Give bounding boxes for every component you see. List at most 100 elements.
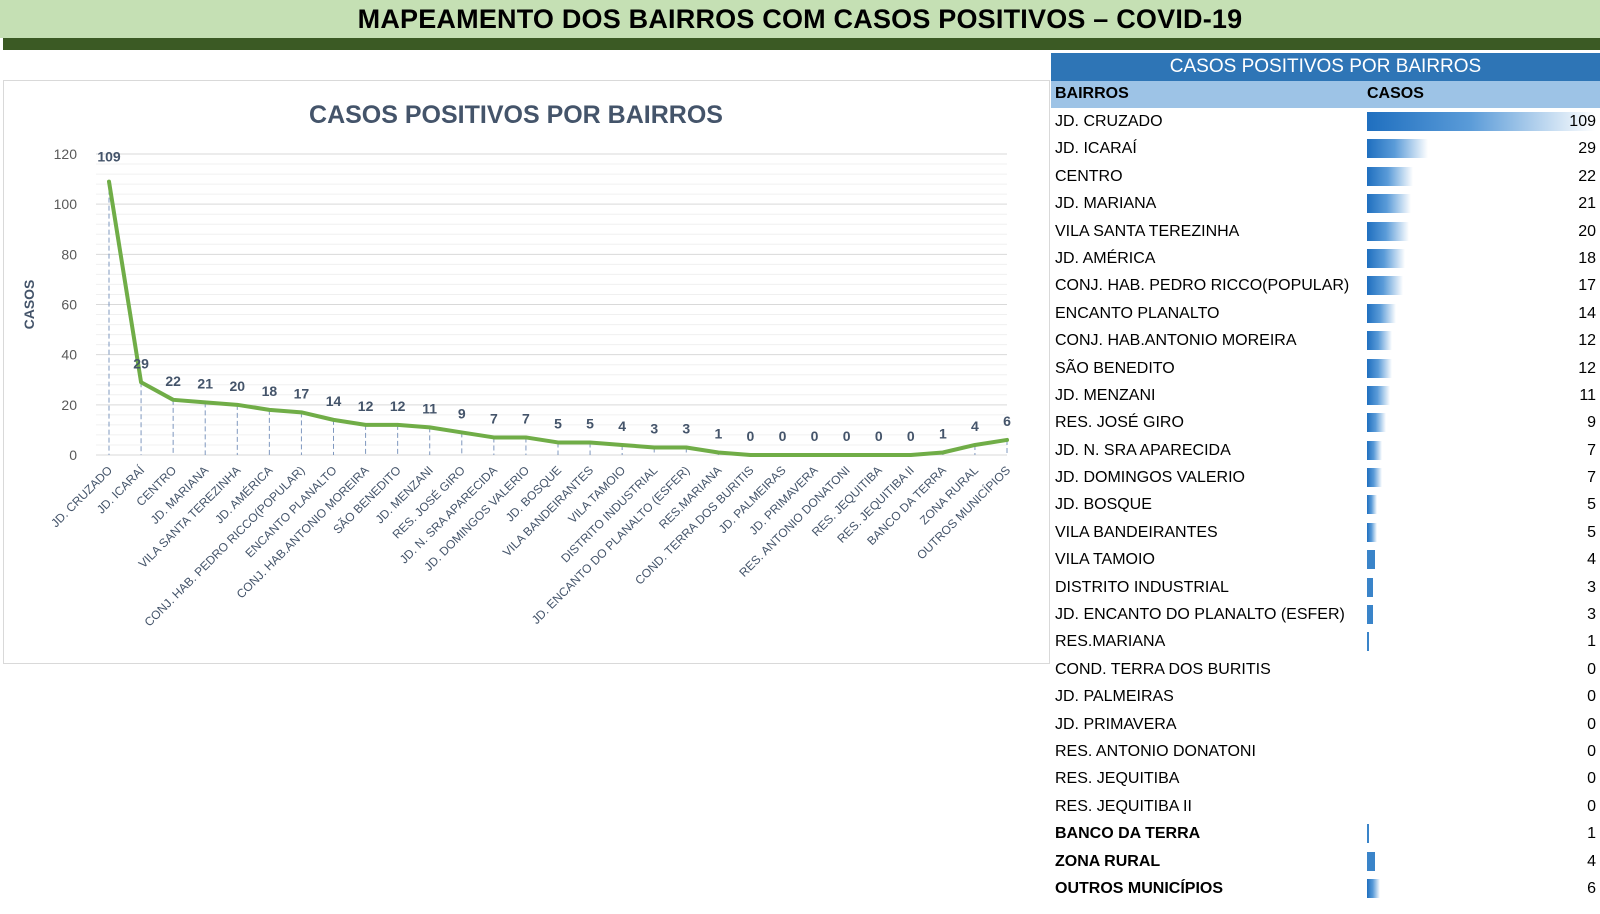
row-casos-value: 18 bbox=[1578, 249, 1596, 267]
row-bairro-name: JD. ENCANTO DO PLANALTO (ESFER) bbox=[1055, 606, 1345, 624]
row-data-bar bbox=[1367, 413, 1386, 433]
table-row: JD. AMÉRICA 18 bbox=[1051, 245, 1600, 272]
data-label: 6 bbox=[1003, 413, 1011, 429]
data-point bbox=[716, 450, 720, 454]
row-data-bar bbox=[1367, 468, 1382, 488]
table-row: VILA SANTA TEREZINHA 20 bbox=[1051, 218, 1600, 245]
row-bairro-name: RES. JEQUITIBA bbox=[1055, 770, 1180, 788]
table-row: SÃO BENEDITO 12 bbox=[1051, 355, 1600, 382]
data-label: 4 bbox=[971, 418, 979, 434]
data-point bbox=[299, 410, 303, 414]
row-casos-value: 0 bbox=[1587, 770, 1596, 788]
table-row: JD. ICARAÍ 29 bbox=[1051, 135, 1600, 162]
data-point bbox=[973, 443, 977, 447]
table-row: ENCANTO PLANALTO 14 bbox=[1051, 300, 1600, 327]
row-bairro-name: JD. N. SRA APARECIDA bbox=[1055, 441, 1231, 459]
data-label: 3 bbox=[682, 420, 690, 436]
chart-svg: CASOS POSITIVOS POR BAIRROS0204060801001… bbox=[21, 101, 1013, 629]
data-label: 1 bbox=[939, 425, 947, 441]
table-row: ZONA RURAL 4 bbox=[1051, 848, 1600, 875]
data-label: 21 bbox=[197, 375, 213, 391]
data-point bbox=[684, 445, 688, 449]
row-casos-value: 0 bbox=[1587, 797, 1596, 815]
row-bairro-name: VILA BANDEIRANTES bbox=[1055, 523, 1218, 541]
data-label: 0 bbox=[843, 428, 851, 444]
row-casos-value: 5 bbox=[1587, 523, 1596, 541]
cases-table: CASOS POSITIVOS POR BAIRROS BAIRROS CASO… bbox=[1051, 53, 1600, 902]
table-row: VILA BANDEIRANTES 5 bbox=[1051, 519, 1600, 546]
table-row: JD. MARIANA 21 bbox=[1051, 190, 1600, 217]
y-tick-label: 20 bbox=[61, 397, 77, 413]
data-label: 0 bbox=[747, 428, 755, 444]
row-casos-value: 7 bbox=[1587, 469, 1596, 487]
data-point bbox=[845, 453, 849, 457]
data-point bbox=[1005, 438, 1009, 442]
row-bairro-name: RES. JEQUITIBA II bbox=[1055, 797, 1192, 815]
data-label: 11 bbox=[422, 400, 437, 416]
header: MAPEAMENTO DOS BAIRROS COM CASOS POSITIV… bbox=[0, 0, 1600, 38]
row-data-bar bbox=[1367, 194, 1411, 214]
data-label: 0 bbox=[875, 428, 883, 444]
table-row: JD. DOMINGOS VALERIO 7 bbox=[1051, 464, 1600, 491]
row-data-bar bbox=[1367, 166, 1414, 186]
table-title: CASOS POSITIVOS POR BAIRROS bbox=[1051, 53, 1600, 81]
data-label: 14 bbox=[326, 393, 342, 409]
column-header-casos: CASOS bbox=[1367, 85, 1424, 102]
table-row: RES. ANTONIO DONATONI 0 bbox=[1051, 738, 1600, 765]
data-point bbox=[428, 425, 432, 429]
row-data-bar bbox=[1367, 331, 1393, 351]
data-point bbox=[748, 453, 752, 457]
y-tick-label: 100 bbox=[54, 196, 78, 212]
row-bairro-name: CENTRO bbox=[1055, 167, 1123, 185]
row-bairro-name: JD. MENZANI bbox=[1055, 386, 1156, 404]
row-bairro-name: OUTROS MUNICÍPIOS bbox=[1055, 879, 1224, 897]
row-data-bar bbox=[1367, 550, 1376, 570]
row-casos-value: 5 bbox=[1587, 496, 1596, 514]
row-data-bar bbox=[1367, 440, 1382, 460]
data-label: 5 bbox=[586, 415, 594, 431]
line-chart: CASOS POSITIVOS POR BAIRROS 0 20 40 60 80 100 1… bbox=[3, 80, 1050, 664]
column-header-bairros: BAIRROS bbox=[1055, 85, 1129, 102]
y-axis-label: CASOS bbox=[21, 280, 37, 330]
data-label: 1 bbox=[714, 425, 722, 441]
data-label: 0 bbox=[811, 428, 819, 444]
table-row: JD. ENCANTO DO PLANALTO (ESFER) 3 bbox=[1051, 601, 1600, 628]
row-casos-value: 109 bbox=[1569, 113, 1596, 130]
row-bairro-name: SÃO BENEDITO bbox=[1055, 359, 1175, 377]
table-row: DISTRITO INDUSTRIAL 3 bbox=[1051, 574, 1600, 601]
data-label: 29 bbox=[133, 355, 149, 371]
row-casos-value: 7 bbox=[1587, 441, 1596, 459]
row-data-bar bbox=[1367, 878, 1380, 898]
row-casos-value: 12 bbox=[1578, 359, 1596, 377]
table-row: BANCO DA TERRA 1 bbox=[1051, 820, 1600, 847]
data-point bbox=[267, 408, 271, 412]
row-casos-value: 0 bbox=[1587, 688, 1596, 706]
row-casos-value: 20 bbox=[1578, 222, 1596, 240]
row-data-bar bbox=[1367, 577, 1374, 597]
table-row: RES.MARIANA 1 bbox=[1051, 628, 1600, 655]
row-casos-value: 4 bbox=[1587, 852, 1596, 870]
data-label: 4 bbox=[618, 418, 626, 434]
table-row: RES. JEQUITIBA 0 bbox=[1051, 765, 1600, 792]
table-row: JD. PALMEIRAS 0 bbox=[1051, 683, 1600, 710]
data-point bbox=[235, 403, 239, 407]
y-tick-label: 120 bbox=[54, 146, 78, 162]
row-bairro-name: BANCO DA TERRA bbox=[1055, 825, 1201, 843]
table-row: JD. MENZANI 11 bbox=[1051, 382, 1600, 409]
data-point bbox=[588, 440, 592, 444]
row-bairro-name: JD. AMÉRICA bbox=[1055, 249, 1156, 267]
row-bairro-name: JD. PALMEIRAS bbox=[1055, 688, 1174, 706]
table-row: OUTROS MUNICÍPIOS 6 bbox=[1051, 875, 1600, 902]
row-data-bar bbox=[1367, 851, 1376, 871]
row-casos-value: 3 bbox=[1587, 606, 1596, 624]
table-row: VILA TAMOIO 4 bbox=[1051, 546, 1600, 573]
row-casos-value: 3 bbox=[1587, 578, 1596, 596]
row-data-bar bbox=[1367, 522, 1378, 542]
row-bairro-name: CONJ. HAB. PEDRO RICCO(POPULAR) bbox=[1055, 277, 1350, 295]
row-casos-value: 21 bbox=[1578, 195, 1596, 213]
row-bairro-name: CONJ. HAB.ANTONIO MOREIRA bbox=[1055, 332, 1297, 350]
row-data-bar bbox=[1367, 605, 1374, 625]
row-casos-value: 0 bbox=[1587, 742, 1596, 760]
row-casos-value: 29 bbox=[1578, 140, 1596, 158]
row-bairro-name: JD. DOMINGOS VALERIO bbox=[1055, 469, 1245, 487]
